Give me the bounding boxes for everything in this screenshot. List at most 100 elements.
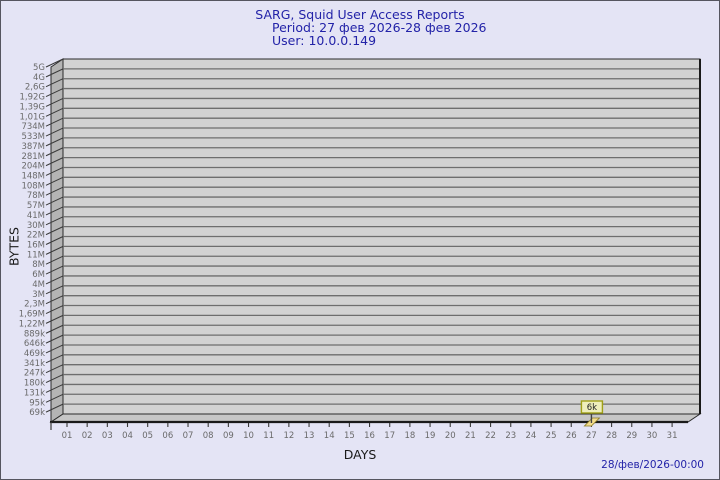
y-tick	[45, 216, 64, 226]
x-tick-label: 08	[203, 431, 214, 441]
x-tick-label: 21	[465, 431, 476, 441]
y-tick	[45, 157, 64, 167]
y-tick	[45, 255, 64, 265]
y-tick-label: 2,3M	[24, 300, 45, 310]
y-tick-label: 5G	[33, 63, 45, 73]
y-tick	[45, 78, 64, 88]
y-tick	[45, 58, 64, 68]
y-tick-label: 204M	[21, 162, 45, 172]
y-tick-label: 646k	[24, 339, 45, 349]
y-tick-label: 6M	[32, 270, 45, 280]
floor	[49, 413, 702, 423]
x-tick-label: 14	[324, 431, 335, 441]
y-tick	[45, 383, 64, 393]
y-tick	[45, 107, 64, 117]
y-tick	[45, 196, 64, 206]
y-tick	[45, 236, 64, 245]
x-tick-label: 17	[384, 431, 395, 441]
x-tick-label: 09	[223, 431, 234, 441]
y-tick-label: 247k	[24, 369, 45, 379]
y-tick-label: 30M	[27, 221, 45, 231]
y-tick-label: 69k	[29, 408, 45, 418]
x-tick-label: 13	[304, 431, 315, 441]
value-box-label: 6k	[587, 403, 597, 413]
y-tick-label: 22M	[27, 231, 45, 241]
y-tick-label: 180k	[24, 379, 45, 389]
y-tick-label: 1,92G	[19, 93, 45, 103]
y-tick	[45, 147, 64, 157]
y-tick-label: 16M	[27, 241, 45, 251]
y-tick	[45, 137, 64, 147]
y-tick	[45, 117, 64, 127]
y-tick-label: 57M	[27, 201, 45, 211]
chart-title: SARG, Squid User Access Reports	[255, 7, 465, 22]
y-tick	[45, 344, 64, 354]
x-tick-label: 26	[566, 431, 577, 441]
y-tick	[45, 167, 64, 176]
y-tick-label: 734M	[21, 122, 45, 132]
y-tick-label: 95k	[29, 398, 45, 408]
x-tick-label: 06	[162, 431, 173, 441]
y-tick-label: 281M	[21, 152, 45, 162]
y-tick	[45, 374, 64, 384]
y-tick	[45, 245, 64, 255]
y-tick-label: 8M	[32, 260, 45, 270]
chart-period: Period: 27 фев 2026-28 фев 2026	[272, 20, 487, 35]
x-tick-label: 03	[102, 431, 113, 441]
y-tick-label: 469k	[24, 349, 45, 359]
y-tick-label: 1,39G	[19, 102, 45, 112]
x-tick-label: 25	[546, 431, 557, 441]
chart-user: User: 10.0.0.149	[272, 33, 377, 48]
y-tick-label: 41M	[27, 211, 45, 221]
y-tick-label: 108M	[21, 181, 45, 191]
x-tick-label: 30	[647, 431, 658, 441]
x-tick-label: 28	[606, 431, 617, 441]
y-tick	[45, 285, 64, 295]
y-tick	[45, 275, 64, 285]
x-tick-label: 04	[122, 431, 133, 441]
y-tick	[45, 226, 64, 236]
y-tick	[45, 186, 64, 196]
y-tick	[45, 206, 64, 216]
y-tick	[45, 176, 64, 186]
y-tick-label: 4G	[33, 73, 45, 83]
y-tick	[45, 88, 64, 98]
x-tick-label: 22	[485, 431, 496, 441]
x-tick-label: 29	[626, 431, 637, 441]
y-tick-label: 533M	[21, 132, 45, 142]
x-tick-label: 15	[344, 431, 355, 441]
y-tick-label: 1,69M	[19, 310, 45, 320]
y-tick-label: 889k	[24, 329, 45, 339]
y-tick	[45, 127, 64, 137]
x-tick-label: 05	[142, 431, 153, 441]
y-tick-label: 1,01G	[19, 112, 45, 122]
generation-timestamp: 28/фев/2026-00:00	[601, 459, 704, 471]
y-tick	[45, 354, 64, 364]
x-tick-label: 07	[183, 431, 194, 441]
y-tick	[45, 314, 64, 324]
x-tick-label: 02	[82, 431, 93, 441]
y-tick	[45, 324, 64, 334]
value-box	[580, 400, 604, 414]
x-tick-label: 11	[263, 431, 274, 441]
x-tick-label: 27	[586, 431, 597, 441]
x-tick-label: 24	[525, 431, 536, 441]
y-tick-label: 2,6G	[25, 83, 45, 93]
x-tick-label: 31	[667, 431, 678, 441]
y-tick-label: 1,22M	[19, 319, 45, 329]
y-tick-label: 11M	[27, 250, 45, 260]
y-tick	[45, 393, 64, 403]
y-tick	[45, 403, 64, 413]
y-tick-label: 148M	[21, 171, 45, 181]
y-tick	[45, 97, 64, 107]
y-tick	[45, 265, 64, 275]
y-tick-label: 4M	[32, 280, 45, 290]
y-tick-label: 3M	[32, 290, 45, 300]
y-tick	[45, 68, 64, 78]
y-tick	[45, 364, 64, 374]
x-tick-label: 23	[505, 431, 516, 441]
x-tick-label: 10	[243, 431, 254, 441]
x-tick-label: 16	[364, 431, 375, 441]
